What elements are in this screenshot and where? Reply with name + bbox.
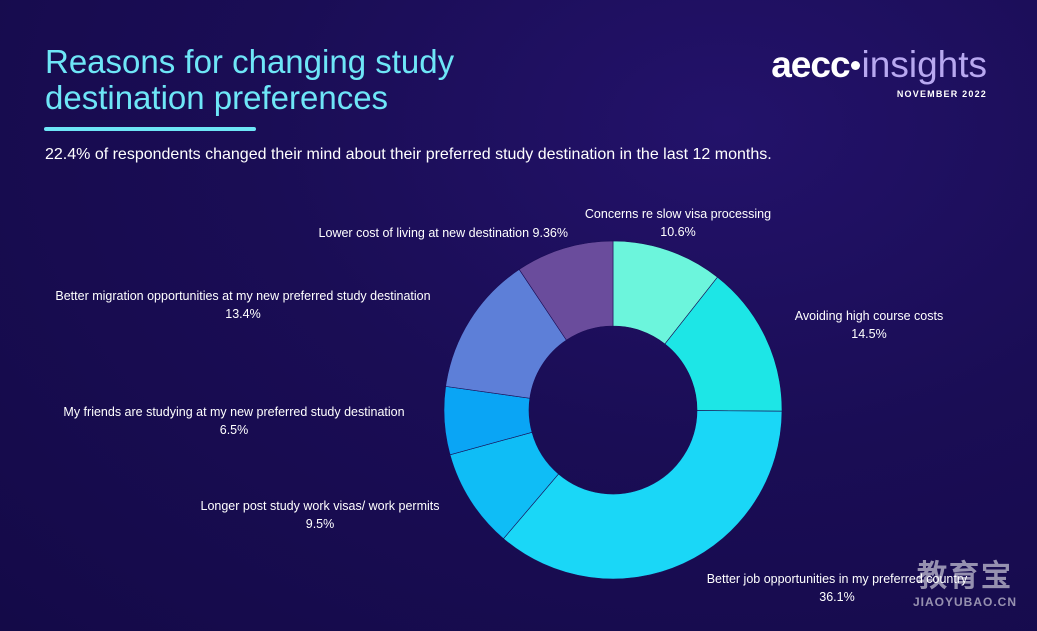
slice-label: My friends are studying at my new prefer…	[63, 405, 404, 419]
chart-subtitle: 22.4% of respondents changed their mind …	[45, 146, 772, 163]
report-date: NOVEMBER 2022	[896, 89, 987, 99]
slice-value-label: 6.5%	[220, 423, 249, 437]
slice-value-label: 14.5%	[851, 327, 886, 341]
title-line-1: Reasons for changing study	[45, 43, 455, 80]
slice-label: Avoiding high course costs	[795, 309, 943, 323]
watermark: 教育宝 JIAOYUBAO.CN	[913, 551, 1017, 609]
slice-label: Better migration opportunities at my new…	[55, 289, 430, 303]
slice-value-label: 9.5%	[306, 517, 335, 531]
donut-slice	[518, 240, 614, 341]
slice-label: Concerns re slow visa processing	[585, 207, 771, 221]
donut-slice	[503, 410, 783, 580]
aecc-insights-logo: aecc insights NOVEMBER 2022	[771, 44, 987, 100]
watermark-en: JIAOYUBAO.CN	[912, 595, 1017, 609]
slice-value-label: 10.6%	[660, 225, 695, 239]
logo-dot-icon	[850, 60, 860, 70]
watermark-cn: 教育宝	[916, 559, 1013, 594]
logo-product: insights	[861, 44, 987, 85]
slice-label: Longer post study work visas/ work permi…	[201, 499, 440, 513]
logo-brand: aecc	[771, 44, 850, 85]
slice-value-label: 36.1%	[819, 590, 854, 604]
slice-label: Better job opportunities in my preferred…	[707, 572, 968, 586]
slice-value-label: 13.4%	[225, 307, 260, 321]
title-underline	[44, 127, 256, 131]
slice-labels: Concerns re slow visa processing 10.6% Avo…	[55, 207, 968, 604]
slice-label: Lower cost of living at new destination …	[319, 226, 568, 240]
page-title: Reasons for changing study destination p…	[45, 44, 605, 116]
title-line-2: destination preferences	[45, 79, 389, 116]
donut-slices	[443, 240, 783, 580]
